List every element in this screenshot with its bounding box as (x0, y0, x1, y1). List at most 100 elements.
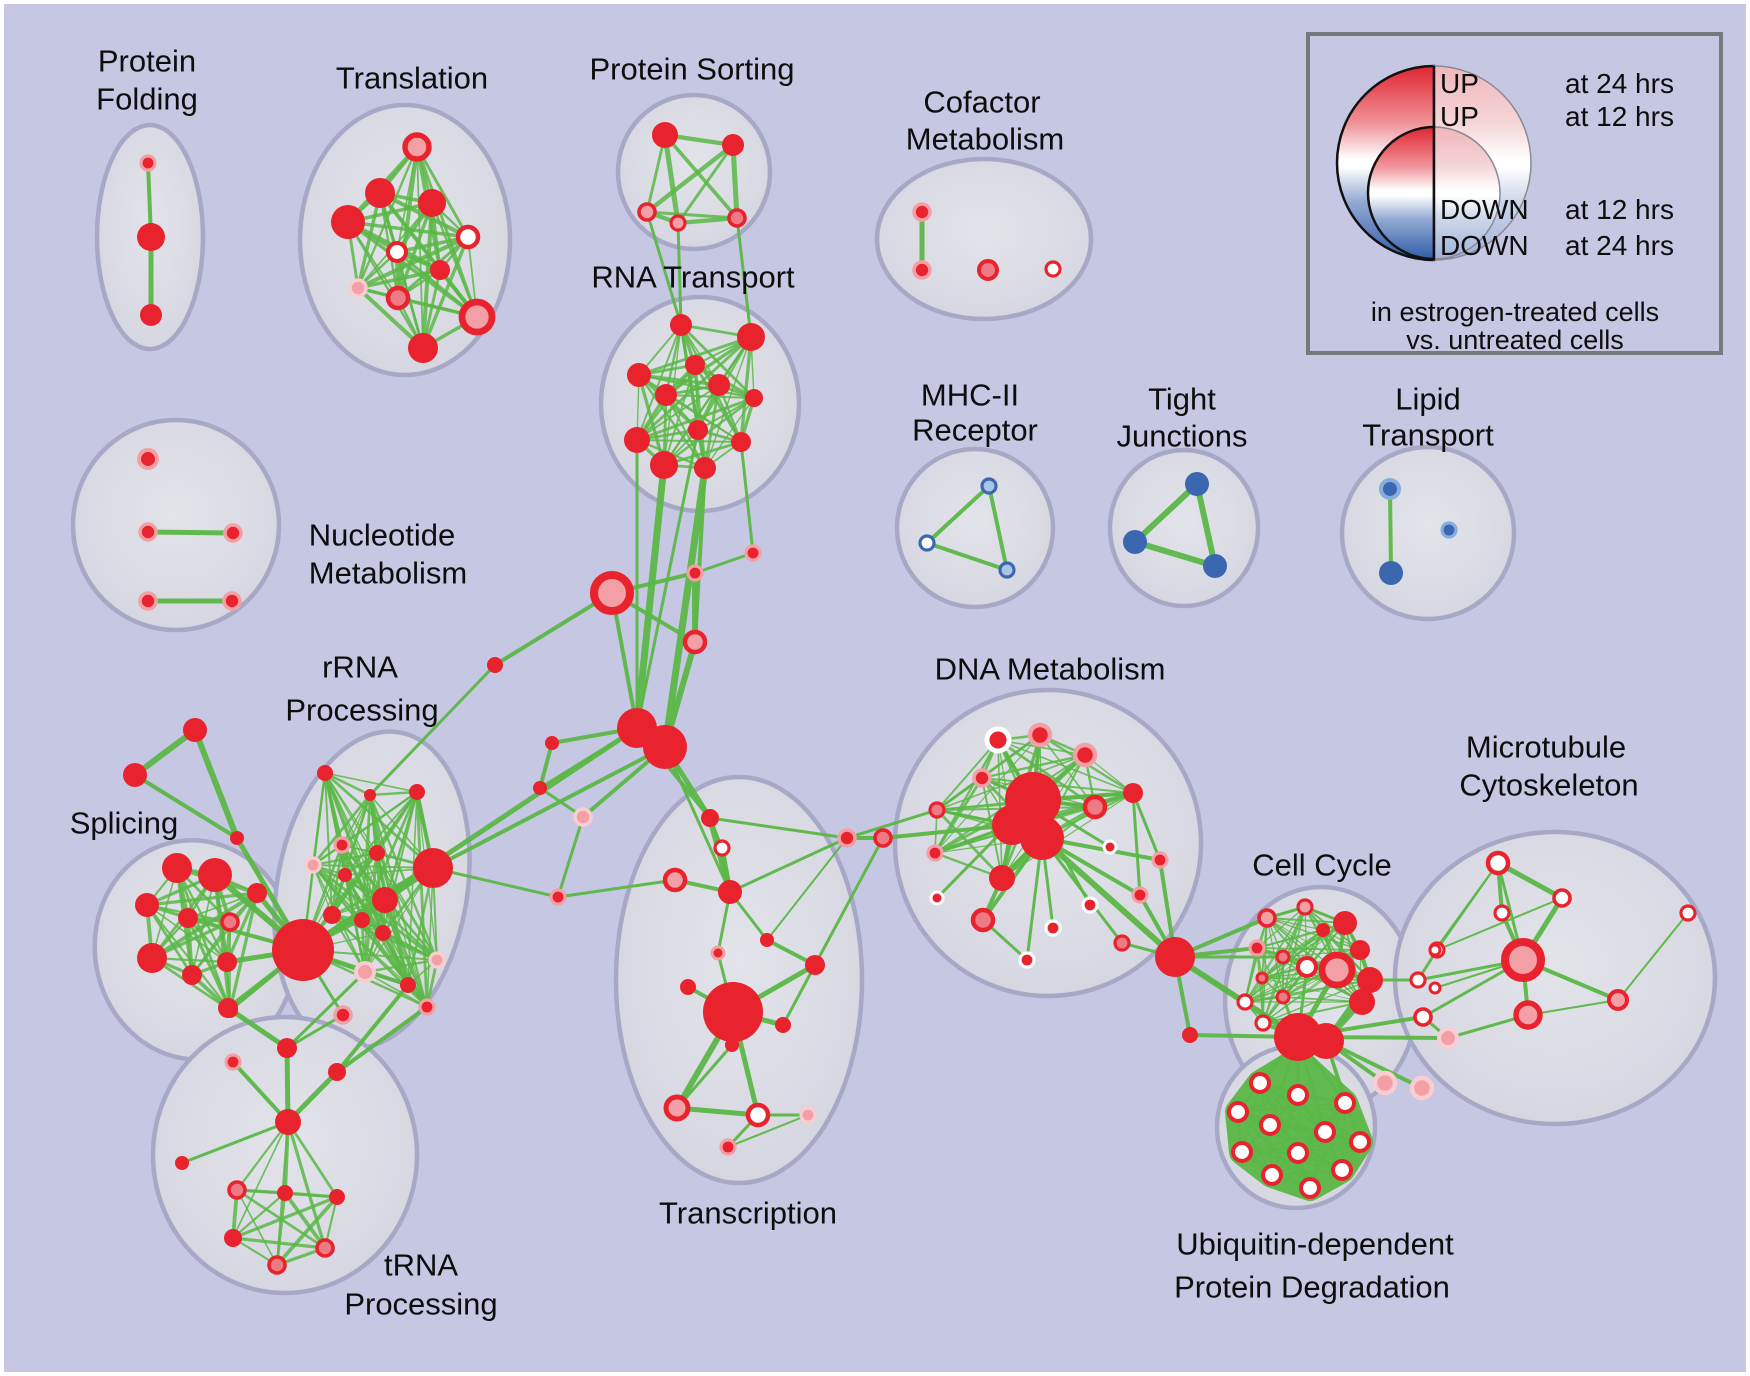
edge (285, 1013, 345, 1050)
node-152 (1275, 949, 1291, 965)
node-130 (989, 865, 1015, 891)
node-68 (182, 965, 202, 985)
edge (323, 771, 435, 870)
edge (1617, 912, 1689, 1001)
cluster-label-rrna-processing-2: Processing (285, 693, 438, 728)
edge (346, 220, 470, 239)
edge (368, 793, 429, 1009)
node-64 (135, 893, 159, 917)
edge (766, 837, 848, 941)
node-185 (1260, 1163, 1284, 1187)
node-35 (1379, 561, 1403, 585)
node-102 (701, 809, 719, 827)
node-107 (760, 933, 774, 947)
legend-down-24-dir: DOWN (1440, 230, 1529, 261)
edge (936, 754, 1086, 811)
node-183 (1286, 1141, 1310, 1165)
cluster-label-tight-junctions-1: Tight (1148, 382, 1216, 417)
edge (1260, 921, 1347, 980)
node-161 (1413, 1007, 1433, 1027)
node-36 (1440, 521, 1458, 539)
cluster-label-cell-cycle: Cell Cycle (1252, 848, 1392, 883)
node-120 (1072, 742, 1098, 768)
edge (728, 836, 849, 894)
edge (146, 904, 228, 963)
node-24 (138, 522, 158, 542)
edge (133, 773, 239, 840)
edge (235, 1120, 290, 1192)
node-52 (682, 629, 708, 655)
node-112 (775, 1017, 791, 1033)
node-75 (333, 836, 351, 854)
cluster-label-ubiquitin-degradation-2: Protein Degradation (1174, 1270, 1450, 1305)
node-109 (680, 979, 696, 995)
node-160 (1409, 971, 1427, 989)
edge (286, 1120, 339, 1199)
edge (426, 867, 434, 1008)
cluster-transcription (613, 774, 865, 1186)
node-113 (725, 1038, 739, 1052)
node-72 (317, 765, 333, 781)
cluster-tight-junctions (1107, 447, 1261, 609)
edge (361, 919, 428, 1008)
edge (192, 727, 240, 841)
node-81 (323, 906, 341, 924)
node-87 (418, 998, 436, 1016)
node-49 (589, 570, 635, 616)
node-18 (727, 208, 747, 228)
edge (636, 384, 720, 441)
node-76 (304, 856, 322, 874)
edge (693, 551, 755, 575)
node-1 (137, 223, 165, 251)
legend-caption-line1: in estrogen-treated cells (1371, 297, 1659, 327)
edge (935, 738, 1000, 812)
edge (662, 396, 756, 467)
edge (704, 397, 755, 469)
edge (175, 866, 229, 964)
node-139 (1018, 951, 1036, 969)
node-118 (984, 726, 1012, 754)
node-2 (140, 304, 162, 326)
node-97 (277, 1185, 293, 1201)
node-10 (348, 278, 368, 298)
node-93 (333, 1005, 353, 1025)
node-166 (1485, 850, 1511, 876)
edge (283, 1191, 327, 1250)
node-86 (400, 977, 416, 993)
edge (987, 484, 1009, 572)
node-180 (1313, 1120, 1337, 1144)
edge (1256, 906, 1306, 949)
node-15 (722, 134, 744, 156)
node-9 (430, 260, 450, 280)
edge (730, 142, 740, 221)
node-46 (731, 432, 751, 452)
node-122 (928, 801, 946, 819)
edge (175, 866, 232, 1012)
node-29 (918, 534, 936, 552)
node-144 (1296, 898, 1314, 916)
node-148 (1357, 967, 1383, 993)
edge (727, 1114, 809, 1148)
edge (283, 1191, 339, 1199)
node-181 (1348, 1130, 1372, 1154)
node-125 (1123, 783, 1143, 803)
node-138 (1113, 934, 1131, 952)
edge (676, 221, 683, 327)
node-104 (662, 867, 688, 893)
legend-down-12-time: at 12 hrs (1565, 194, 1674, 225)
node-0 (139, 154, 157, 172)
edge (997, 739, 1086, 756)
edge (1269, 1102, 1346, 1126)
node-182 (1230, 1140, 1254, 1164)
node-88 (272, 919, 334, 981)
node-114 (663, 1094, 691, 1122)
edge (330, 843, 344, 917)
node-167 (1552, 888, 1572, 908)
edge (275, 1191, 287, 1267)
edge (231, 1060, 290, 1124)
node-23 (136, 447, 160, 471)
edge (644, 142, 736, 215)
edge (430, 201, 479, 319)
